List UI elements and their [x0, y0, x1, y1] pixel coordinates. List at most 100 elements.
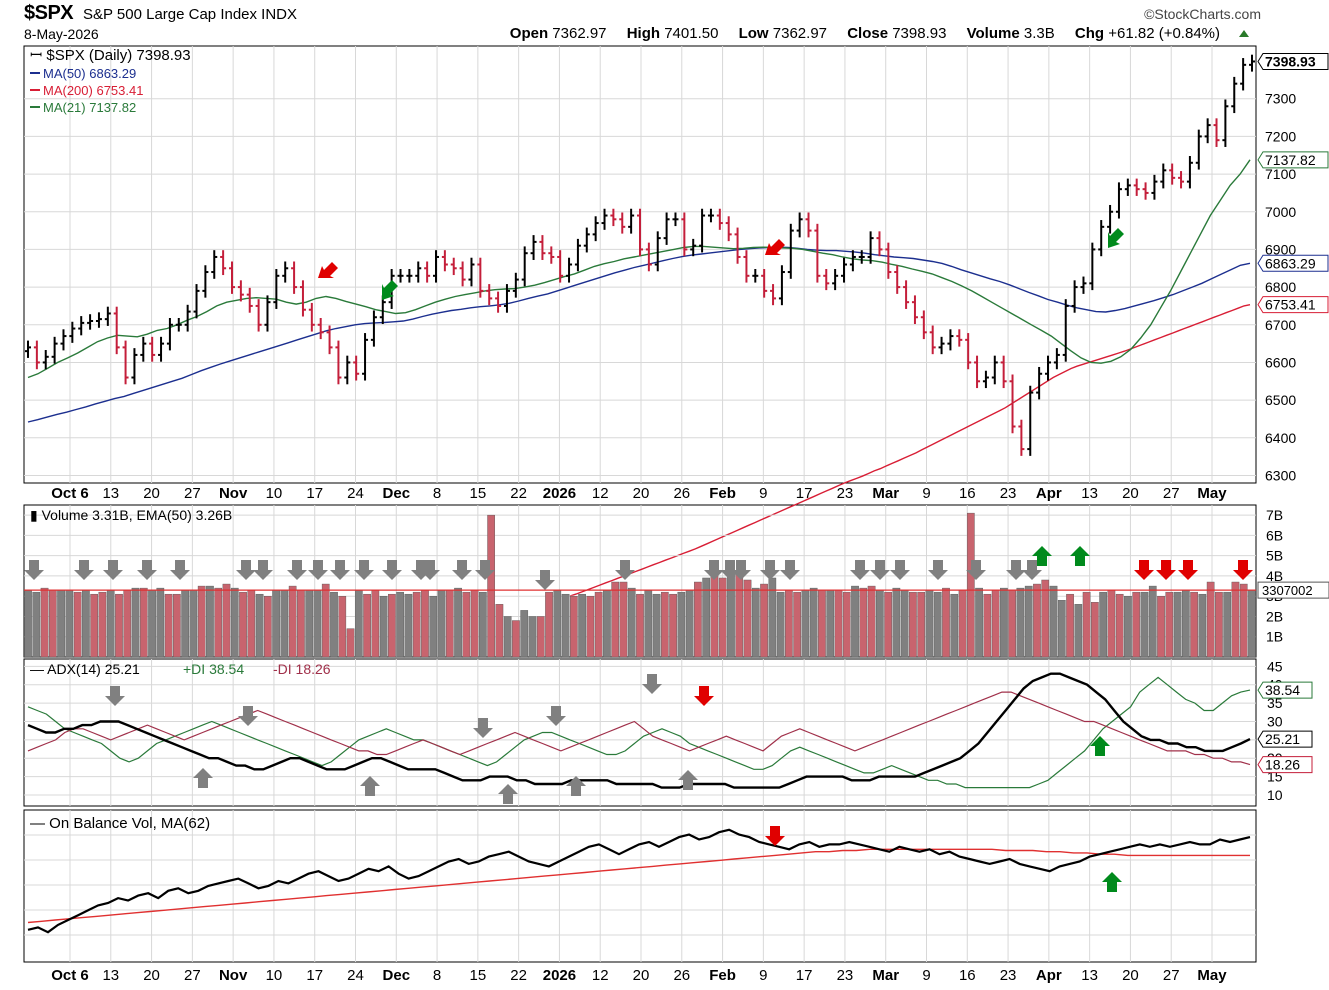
volume-bar: [396, 591, 404, 658]
adx-tick-label: 10: [1267, 787, 1283, 803]
volume-bar: [164, 593, 173, 658]
volume-bar: [1148, 585, 1157, 658]
volume-green-arrow-icon: [1032, 546, 1052, 566]
volume-bar: [1206, 581, 1215, 658]
volume-bar: [239, 591, 247, 658]
low-label: Low: [738, 25, 769, 42]
brand-label[interactable]: ©StockCharts.com: [1144, 6, 1261, 22]
low-value: 7362.97: [772, 25, 828, 42]
volume-gray-arrow-icon: [475, 560, 495, 580]
obv-ma-line: [27, 848, 1250, 924]
adx-green-arrow-icon: [1090, 736, 1110, 756]
panel-frame-1: [23, 45, 1257, 484]
volume-label: Volume: [966, 25, 1020, 42]
volume-gray-arrow-icon: [103, 560, 123, 580]
x-tick-label-top: 27: [184, 485, 201, 502]
volume-bar: [694, 581, 702, 658]
volume-bar: [487, 514, 495, 658]
volume-tick-label: 2B: [1266, 608, 1283, 624]
volume-bar: [793, 591, 801, 658]
volume-bar: [570, 596, 578, 658]
ohlc-readout: Open 7362.97 High 7401.50 Low 7362.97 Cl…: [510, 25, 1257, 42]
volume-gray-arrow-icon: [308, 560, 328, 580]
volume-bar: [206, 585, 214, 658]
volume-bar: [1198, 593, 1207, 658]
x-tick-label-bottom: 13: [102, 967, 119, 984]
x-tick-label-top: 26: [673, 485, 690, 502]
volume-bar: [65, 589, 74, 658]
x-tick-label-bottom: 22: [510, 967, 527, 984]
volume-gray-arrow-icon: [330, 560, 350, 580]
volume-bar: [842, 591, 851, 658]
volume-bar: [958, 589, 967, 658]
volume-bar: [90, 593, 98, 658]
ma50-legend: MA(50) 6863.29: [43, 66, 136, 81]
volume-bar: [346, 628, 355, 658]
ticker-symbol[interactable]: $SPX: [24, 2, 74, 24]
volume-bar: [718, 577, 727, 658]
price-tick-label: 7000: [1265, 204, 1296, 220]
x-tick-label-bottom: 17: [796, 967, 813, 984]
volume-gray-arrow-icon: [850, 560, 870, 580]
volume-gray-arrow-icon: [137, 560, 157, 580]
price-badge-text: 7137.82: [1265, 152, 1316, 168]
volume-badge: [1257, 581, 1329, 599]
volume-bar: [1190, 591, 1198, 658]
high-value: 7401.50: [664, 25, 719, 42]
volume-bar: [1107, 589, 1116, 658]
volume-bar: [760, 583, 768, 658]
open-label: Open: [509, 25, 549, 42]
adx-gray-arrow-icon: [642, 674, 662, 694]
x-tick-label-bottom: Apr: [1036, 967, 1062, 984]
x-tick-label-top: 23: [1000, 485, 1017, 502]
x-tick-label-bottom: 27: [184, 967, 201, 984]
adx-gray-arrow-icon: [566, 776, 586, 796]
volume-bar: [1173, 591, 1182, 658]
volume-bar: [768, 577, 777, 658]
volume-bar: [776, 591, 785, 658]
buy-arrow-icon: [1108, 228, 1124, 248]
volume-bar: [106, 589, 115, 658]
price-badge: [1257, 296, 1329, 314]
volume-gray-arrow-icon: [354, 560, 374, 580]
volume-bar: [900, 589, 909, 658]
volume-bar: [603, 589, 611, 658]
volume-bar: [627, 587, 636, 658]
adx-gray-arrow-icon: [473, 718, 493, 738]
close-value: 7398.93: [892, 25, 947, 42]
volume-tick-label: 1B: [1266, 629, 1283, 645]
volume-bar: [594, 591, 603, 658]
volume-bar: [545, 591, 553, 658]
volume-bar: [264, 596, 272, 658]
volume-bar: [1024, 585, 1033, 658]
volume-bar: [950, 593, 959, 658]
volume-gray-arrow-icon: [966, 560, 986, 580]
volume-gray-arrow-icon: [1006, 560, 1026, 580]
volume-gray-arrow-icon: [928, 560, 948, 580]
volume-gray-arrow-icon: [452, 560, 472, 580]
volume-bar: [611, 581, 620, 658]
chg-label: Chg: [1074, 25, 1105, 42]
x-tick-label-bottom: Feb: [709, 967, 736, 984]
volume-bar: [1239, 583, 1248, 658]
x-tick-label-top: 2026: [543, 485, 576, 502]
volume-bar: [445, 589, 454, 658]
volume-gray-arrow-icon: [704, 560, 724, 580]
adx-badge: [1257, 756, 1313, 774]
adx-tick-label: 30: [1267, 713, 1283, 729]
volume-bar: [388, 593, 396, 658]
volume-gray-arrow-icon: [236, 560, 256, 580]
volume-bar: [57, 589, 65, 658]
volume-bar: [247, 589, 256, 658]
volume-bar: [412, 591, 421, 658]
volume-bar: [330, 591, 338, 658]
price-badge: [1257, 151, 1329, 169]
price-tick-label: 6300: [1265, 467, 1296, 483]
panel-frame-3: [23, 658, 1257, 807]
volume-bar: [1215, 591, 1223, 658]
x-tick-label-bottom: 17: [306, 967, 323, 984]
volume-bar: [197, 585, 206, 658]
x-tick-label-top: 16: [959, 485, 976, 502]
price-tick-label: 6400: [1265, 430, 1296, 446]
